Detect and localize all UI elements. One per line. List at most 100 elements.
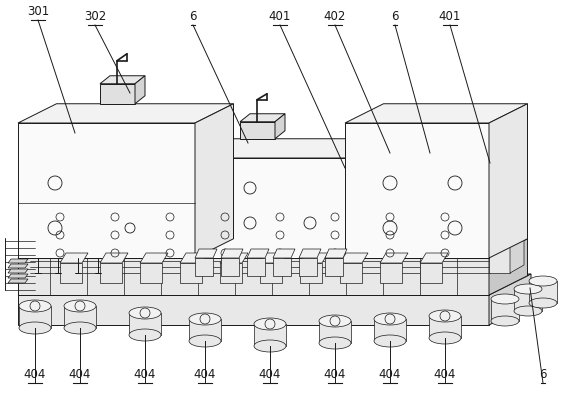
Polygon shape bbox=[380, 263, 402, 283]
Polygon shape bbox=[254, 324, 286, 346]
Polygon shape bbox=[18, 239, 528, 258]
Ellipse shape bbox=[254, 340, 286, 352]
Polygon shape bbox=[370, 139, 408, 258]
Text: 404: 404 bbox=[259, 368, 281, 381]
Polygon shape bbox=[60, 253, 88, 263]
Polygon shape bbox=[195, 139, 408, 158]
Ellipse shape bbox=[429, 332, 461, 344]
Polygon shape bbox=[319, 321, 351, 343]
Text: 302: 302 bbox=[84, 10, 106, 23]
Polygon shape bbox=[380, 253, 408, 263]
Text: 404: 404 bbox=[194, 368, 216, 381]
Text: 404: 404 bbox=[434, 368, 456, 381]
Text: 401: 401 bbox=[269, 10, 291, 23]
Polygon shape bbox=[260, 263, 282, 283]
Polygon shape bbox=[420, 263, 442, 283]
Ellipse shape bbox=[189, 335, 221, 347]
Polygon shape bbox=[180, 253, 208, 263]
Ellipse shape bbox=[189, 313, 221, 325]
Polygon shape bbox=[60, 263, 82, 283]
Polygon shape bbox=[100, 76, 145, 84]
Ellipse shape bbox=[529, 298, 557, 308]
Polygon shape bbox=[8, 264, 28, 268]
Text: 404: 404 bbox=[134, 368, 156, 381]
Polygon shape bbox=[19, 306, 51, 328]
Polygon shape bbox=[273, 249, 295, 258]
Polygon shape bbox=[64, 306, 96, 328]
Text: 6: 6 bbox=[391, 10, 399, 23]
Text: 401: 401 bbox=[439, 10, 461, 23]
Polygon shape bbox=[240, 114, 285, 122]
Ellipse shape bbox=[429, 310, 461, 322]
Polygon shape bbox=[340, 263, 362, 283]
Polygon shape bbox=[529, 281, 557, 303]
Polygon shape bbox=[325, 258, 343, 276]
Polygon shape bbox=[260, 253, 288, 263]
Polygon shape bbox=[514, 289, 542, 311]
Polygon shape bbox=[489, 239, 528, 295]
Ellipse shape bbox=[64, 322, 96, 334]
Polygon shape bbox=[345, 123, 489, 258]
Text: 402: 402 bbox=[324, 10, 346, 23]
Polygon shape bbox=[220, 253, 248, 263]
Ellipse shape bbox=[529, 276, 557, 286]
Polygon shape bbox=[489, 228, 510, 273]
Polygon shape bbox=[18, 104, 233, 123]
Polygon shape bbox=[489, 274, 531, 325]
Ellipse shape bbox=[319, 337, 351, 349]
Polygon shape bbox=[8, 279, 28, 283]
Text: 404: 404 bbox=[379, 368, 401, 381]
Polygon shape bbox=[129, 313, 161, 335]
Ellipse shape bbox=[374, 313, 406, 325]
Ellipse shape bbox=[514, 284, 542, 294]
Polygon shape bbox=[240, 122, 275, 139]
Polygon shape bbox=[374, 319, 406, 341]
Text: 6: 6 bbox=[189, 10, 197, 23]
Polygon shape bbox=[345, 104, 528, 123]
Polygon shape bbox=[325, 249, 347, 258]
Text: 404: 404 bbox=[24, 368, 46, 381]
Polygon shape bbox=[195, 104, 233, 258]
Polygon shape bbox=[195, 158, 370, 258]
Polygon shape bbox=[189, 319, 221, 341]
Ellipse shape bbox=[19, 300, 51, 312]
Polygon shape bbox=[429, 316, 461, 338]
Polygon shape bbox=[489, 104, 528, 258]
Text: 301: 301 bbox=[27, 5, 49, 18]
Polygon shape bbox=[195, 258, 213, 276]
Polygon shape bbox=[340, 253, 368, 263]
Ellipse shape bbox=[129, 329, 161, 341]
Ellipse shape bbox=[19, 322, 51, 334]
Polygon shape bbox=[18, 123, 195, 258]
Ellipse shape bbox=[254, 318, 286, 330]
Ellipse shape bbox=[491, 316, 519, 326]
Polygon shape bbox=[275, 114, 285, 139]
Polygon shape bbox=[100, 263, 122, 283]
Polygon shape bbox=[195, 249, 217, 258]
Polygon shape bbox=[140, 253, 168, 263]
Polygon shape bbox=[221, 249, 243, 258]
Polygon shape bbox=[100, 84, 135, 104]
Ellipse shape bbox=[374, 335, 406, 347]
Polygon shape bbox=[299, 249, 321, 258]
Polygon shape bbox=[273, 258, 291, 276]
Polygon shape bbox=[135, 76, 145, 104]
Polygon shape bbox=[8, 259, 28, 263]
Polygon shape bbox=[8, 269, 28, 273]
Polygon shape bbox=[180, 263, 202, 283]
Polygon shape bbox=[220, 263, 242, 283]
Ellipse shape bbox=[491, 294, 519, 304]
Polygon shape bbox=[8, 274, 28, 278]
Text: 6: 6 bbox=[539, 368, 547, 381]
Polygon shape bbox=[247, 258, 265, 276]
Text: 404: 404 bbox=[324, 368, 346, 381]
Polygon shape bbox=[300, 253, 328, 263]
Ellipse shape bbox=[64, 300, 96, 312]
Text: 404: 404 bbox=[69, 368, 91, 381]
Polygon shape bbox=[18, 258, 489, 295]
Ellipse shape bbox=[129, 307, 161, 319]
Polygon shape bbox=[221, 258, 239, 276]
Polygon shape bbox=[300, 263, 322, 283]
Polygon shape bbox=[18, 274, 531, 295]
Polygon shape bbox=[510, 220, 524, 273]
